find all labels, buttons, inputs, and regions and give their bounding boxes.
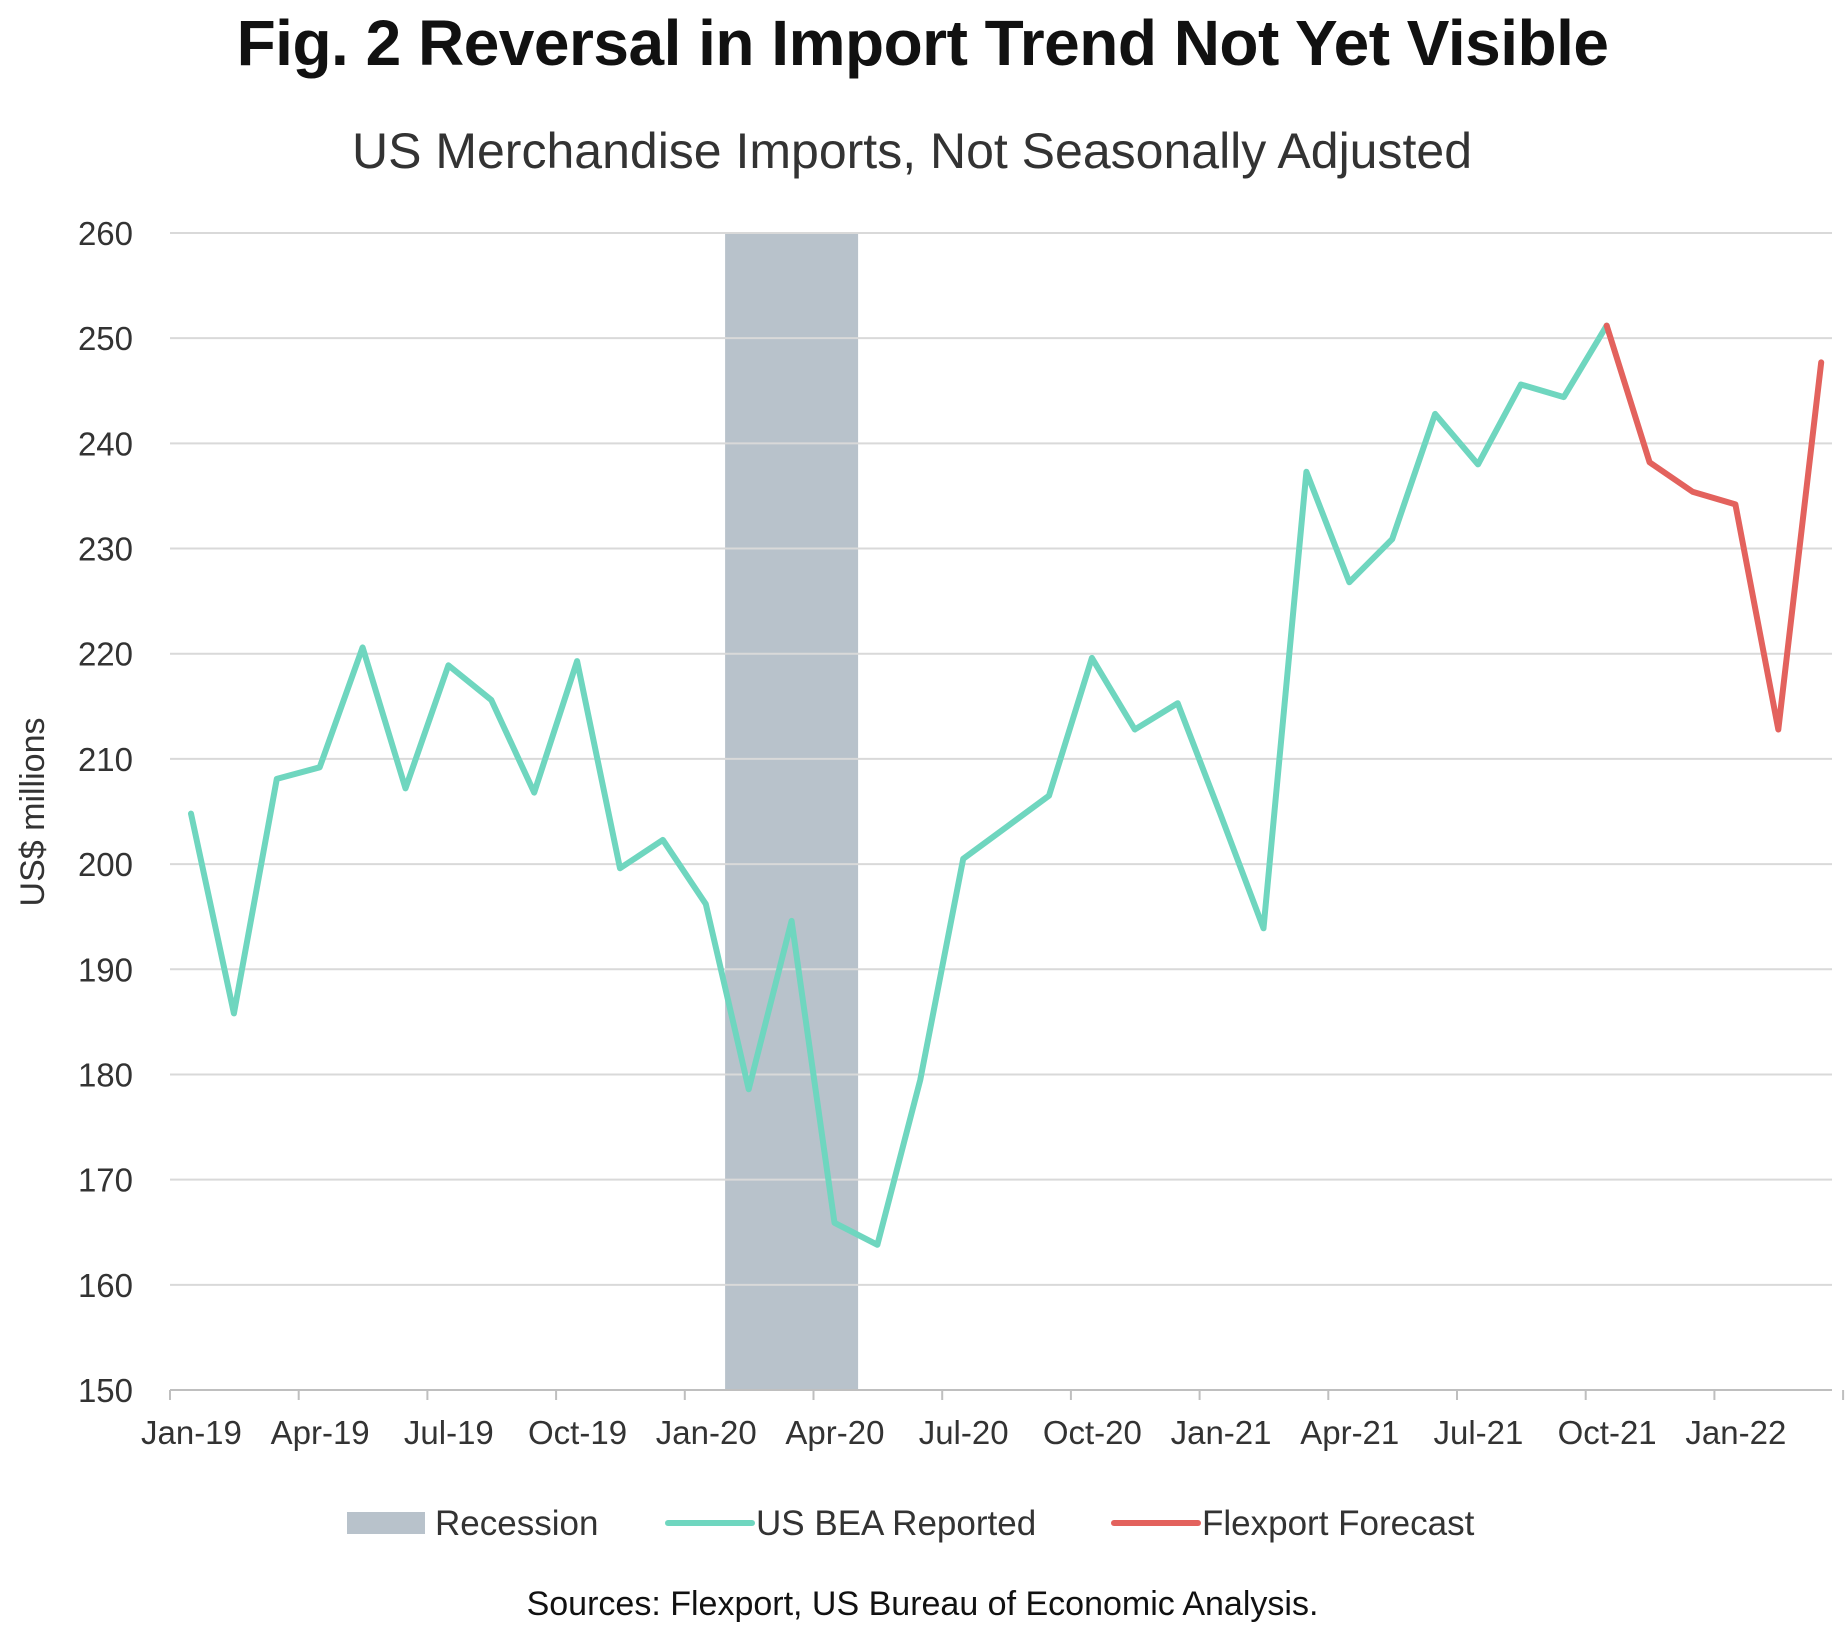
x-tick-label: Jan-20 <box>656 1414 757 1451</box>
y-tick-label-220: 220 <box>78 636 133 673</box>
y-tick-label-200: 200 <box>78 846 133 883</box>
x-tick-label: Jul-21 <box>1434 1414 1524 1451</box>
x-axis <box>169 1389 1845 1400</box>
legend-recession-swatch <box>347 1512 425 1534</box>
y-axis-label: US$ millions <box>14 718 52 907</box>
x-tick-label: Apr-19 <box>271 1414 370 1451</box>
source-note: Sources: Flexport, US Bureau of Economic… <box>526 1585 1319 1623</box>
y-tick-label-240: 240 <box>78 425 133 462</box>
gridlines <box>170 232 1832 1286</box>
y-axis: 150 160 170 180 190 200 210 220 230 240 250 260 <box>78 215 133 1409</box>
y-tick-label-230: 230 <box>78 531 133 568</box>
y-tick-label-190: 190 <box>78 951 133 988</box>
figure-title: Fig. 2 Reversal in Import Trend Not Yet … <box>236 7 1609 79</box>
y-tick-label-170: 170 <box>78 1162 133 1199</box>
chart-title: US Merchandise Imports, Not Seasonally A… <box>352 123 1472 179</box>
recession-band <box>725 233 859 1390</box>
series-line-flexport-forecast <box>1603 322 1825 733</box>
x-tick-label: Oct-21 <box>1558 1414 1657 1451</box>
y-tick-label-260: 260 <box>78 215 133 252</box>
x-tick-label: Jul-19 <box>404 1414 494 1451</box>
x-tick-label: Jan-19 <box>141 1414 242 1451</box>
x-tick-label: Jul-20 <box>919 1414 1009 1451</box>
legend: Recession US BEA Reported Flexport Forecas… <box>347 1504 1475 1543</box>
x-tick-labels: Jan-19 Apr-19 Jul-19 Oct-19 Jan-20 Apr-20 Jul-… <box>141 1414 1786 1451</box>
series-line-us-bea-reported <box>188 322 1610 1248</box>
legend-flexport-forecast-label: Flexport Forecast <box>1202 1504 1475 1543</box>
x-tick-label: Apr-21 <box>1300 1414 1399 1451</box>
x-tick-label: Oct-19 <box>528 1414 627 1451</box>
legend-us-bea-reported-label: US BEA Reported <box>756 1504 1036 1543</box>
legend-recession-label: Recession <box>435 1504 598 1543</box>
x-tick-label: Oct-20 <box>1043 1414 1142 1451</box>
series-lines <box>188 322 1825 1248</box>
y-tick-label-210: 210 <box>78 741 133 778</box>
x-tick-label: Jan-21 <box>1171 1414 1272 1451</box>
recession-band-layer <box>725 233 859 1390</box>
x-tick-label: Apr-20 <box>785 1414 884 1451</box>
y-tick-label-180: 180 <box>78 1056 133 1093</box>
y-tick-label-160: 160 <box>78 1267 133 1304</box>
y-tick-label-250: 250 <box>78 320 133 357</box>
x-tick-label: Jan-22 <box>1685 1414 1786 1451</box>
y-tick-label-150: 150 <box>78 1372 133 1409</box>
